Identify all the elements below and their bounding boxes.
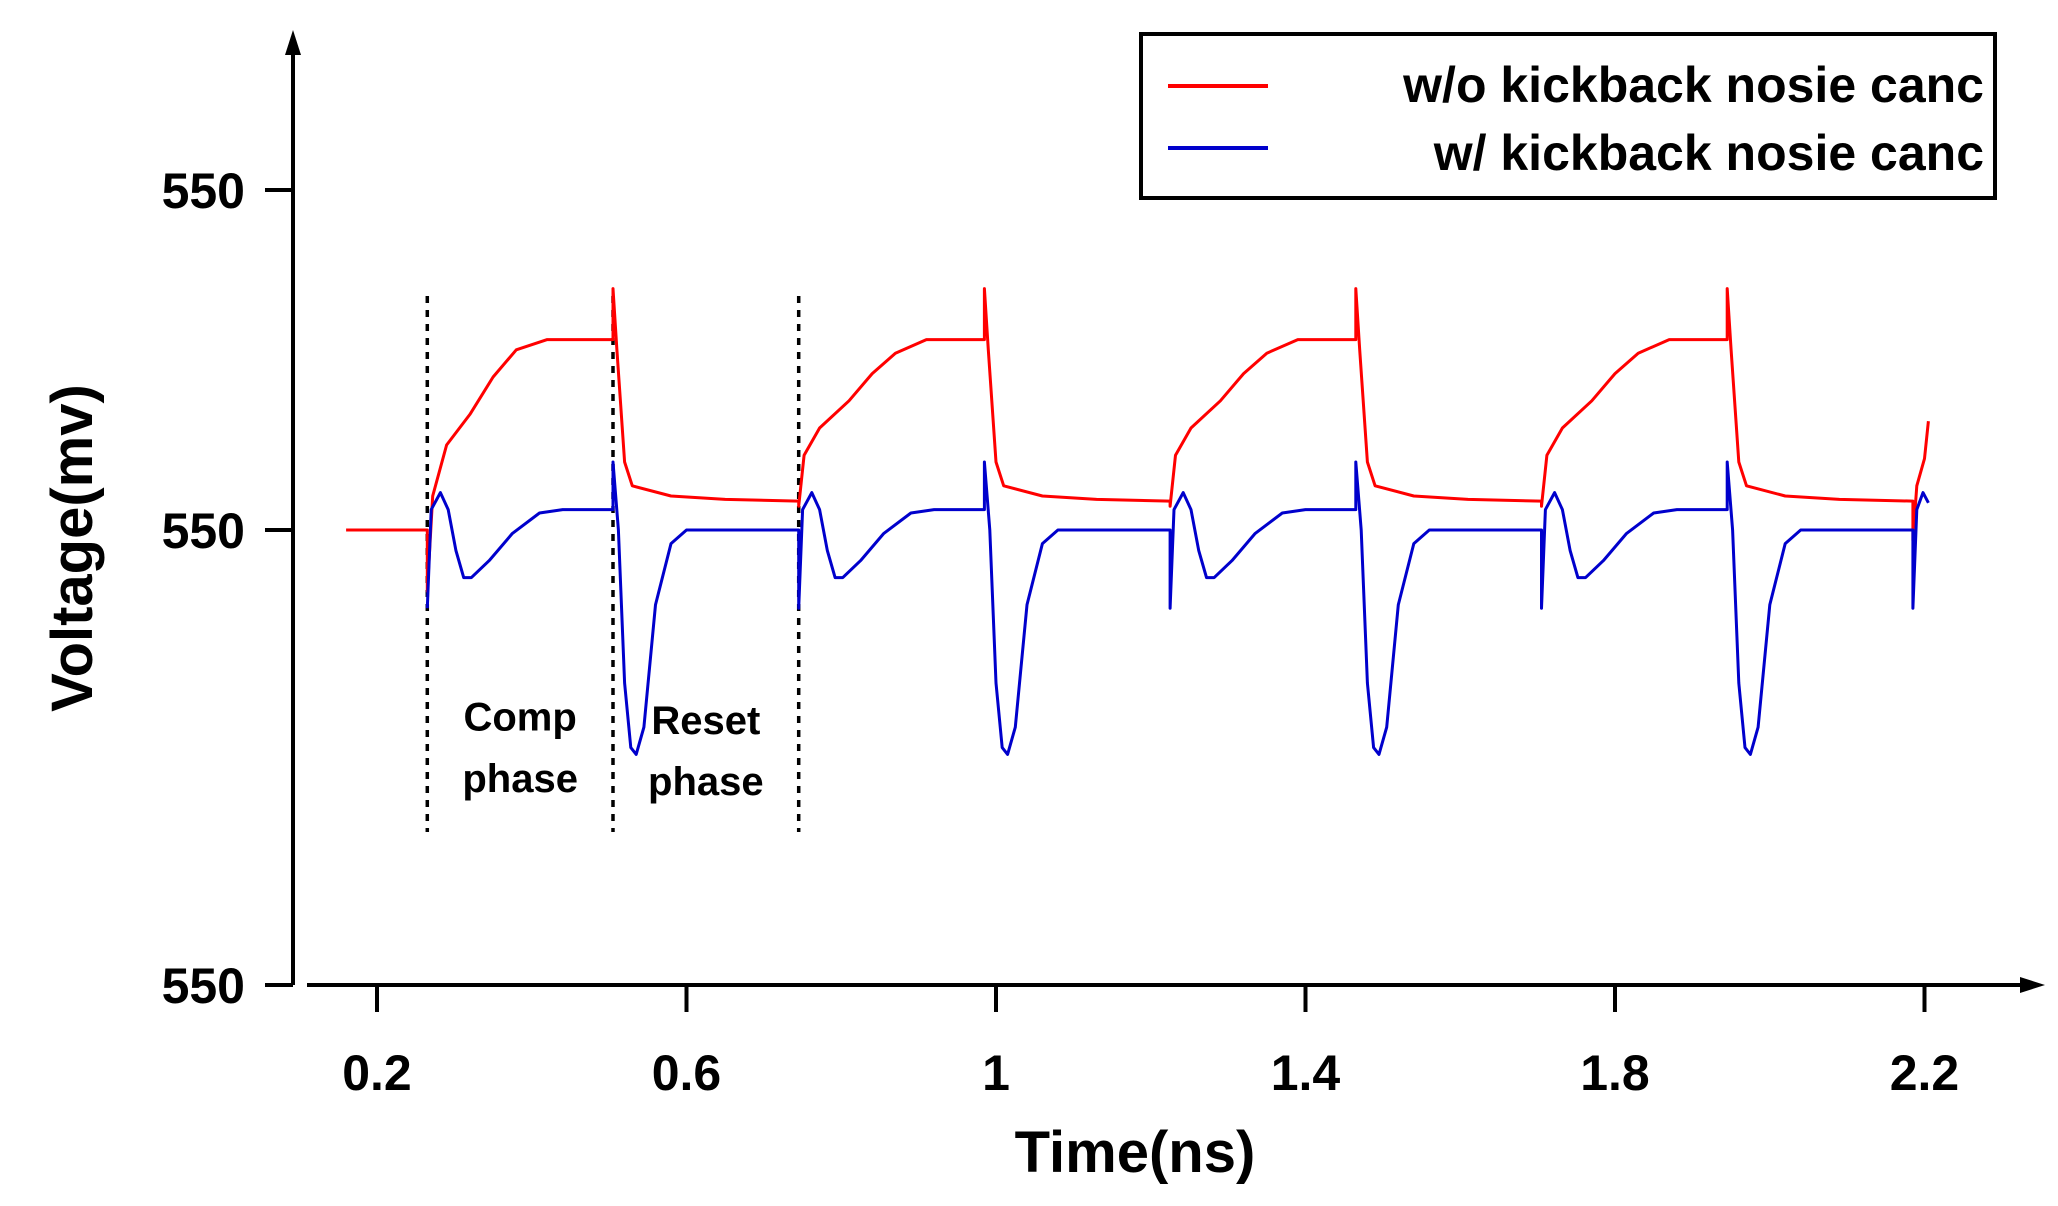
- y-tick-label: 550: [162, 163, 245, 219]
- phase-annotation: Comp: [463, 696, 576, 740]
- legend: w/o kickback nosie canc w/ kickback nosi…: [1139, 32, 1997, 200]
- phase-annotation: Reset: [651, 699, 760, 743]
- x-tick-label: 1.8: [1580, 1045, 1650, 1101]
- x-axis-arrow: [2020, 977, 2045, 993]
- y-tick-label: 550: [162, 958, 245, 1014]
- legend-box: [1139, 32, 1997, 200]
- x-tick-label: 0.2: [342, 1045, 412, 1101]
- y-tick-label: 550: [162, 503, 245, 559]
- y-axis-title: Voltage(mv): [40, 384, 105, 712]
- series-layer: [346, 287, 1930, 756]
- x-axis-title: Time(ns): [1015, 1120, 1256, 1185]
- legend-label-red: w/o kickback nosie canc: [1402, 57, 1984, 113]
- x-tick-label: 1: [982, 1045, 1010, 1101]
- x-tick-label: 2.2: [1890, 1045, 1960, 1101]
- x-ticks: 0.2 0.6 1 1.4 1.8 2.2: [342, 985, 1959, 1101]
- phase-annotation: phase: [648, 760, 764, 804]
- series-line-without-cancellation: [346, 287, 1930, 593]
- phase-markers: [425, 296, 801, 832]
- series-line-with-cancellation: [425, 460, 1930, 756]
- y-ticks: 550 550 550: [162, 163, 293, 1014]
- x-tick-label: 1.4: [1271, 1045, 1341, 1101]
- axes: [285, 30, 2045, 993]
- x-tick-label: 0.6: [652, 1045, 722, 1101]
- legend-label-blue: w/ kickback nosie canc: [1433, 125, 1984, 181]
- phase-annotations: Comp phase Reset phase: [462, 696, 763, 805]
- y-axis-arrow: [285, 30, 301, 55]
- phase-annotation: phase: [462, 757, 578, 801]
